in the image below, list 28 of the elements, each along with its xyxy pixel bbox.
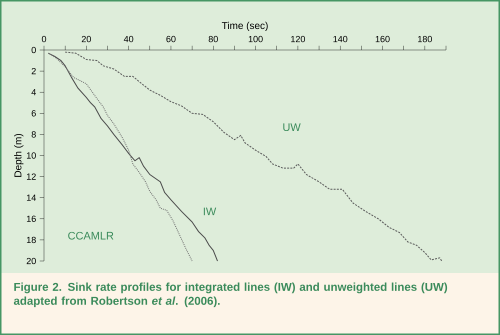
x-tick-label: 80: [208, 36, 218, 42]
y-tick-label: 12: [26, 173, 36, 180]
y-tick-label: 0: [32, 46, 36, 54]
y-tick-label: 20: [26, 258, 36, 264]
y-tick-label: 10: [26, 152, 36, 159]
y-tick-label: 4: [31, 89, 36, 96]
line-series: [64, 52, 442, 262]
x-tick-label: 0: [42, 36, 46, 42]
x-axis-title: Time (sec): [222, 22, 268, 32]
x-tick-label: 120: [291, 36, 306, 42]
text: Figure 2. Sink rate profiles for integrated lines (IW) and unweighted lines (UW) adapted from Robertson et al. (2006).: [14, 282, 448, 308]
y-axis-title: Depth (m): [14, 134, 24, 177]
x-tick-label: 20: [82, 36, 91, 42]
x-tick-label: 100: [248, 36, 263, 42]
y-tick-label: 8: [32, 131, 36, 138]
x-tick-label: 160: [376, 36, 390, 42]
text: UW: [283, 123, 301, 132]
y-tick-label: 14: [26, 194, 36, 201]
x-tick-label: 60: [166, 36, 176, 42]
x-tick-label: 140: [333, 36, 348, 42]
annotation: CCAMLR: [68, 232, 114, 240]
x-tick-label: 180: [418, 36, 432, 42]
y-tick-label: 16: [26, 216, 36, 222]
x-tick-label: 40: [124, 36, 134, 42]
y-tick-label: 2: [32, 68, 36, 74]
series-label: IW: [204, 208, 216, 216]
y-tick-label: 6: [32, 110, 36, 116]
y-tick-label: 18: [26, 236, 36, 244]
